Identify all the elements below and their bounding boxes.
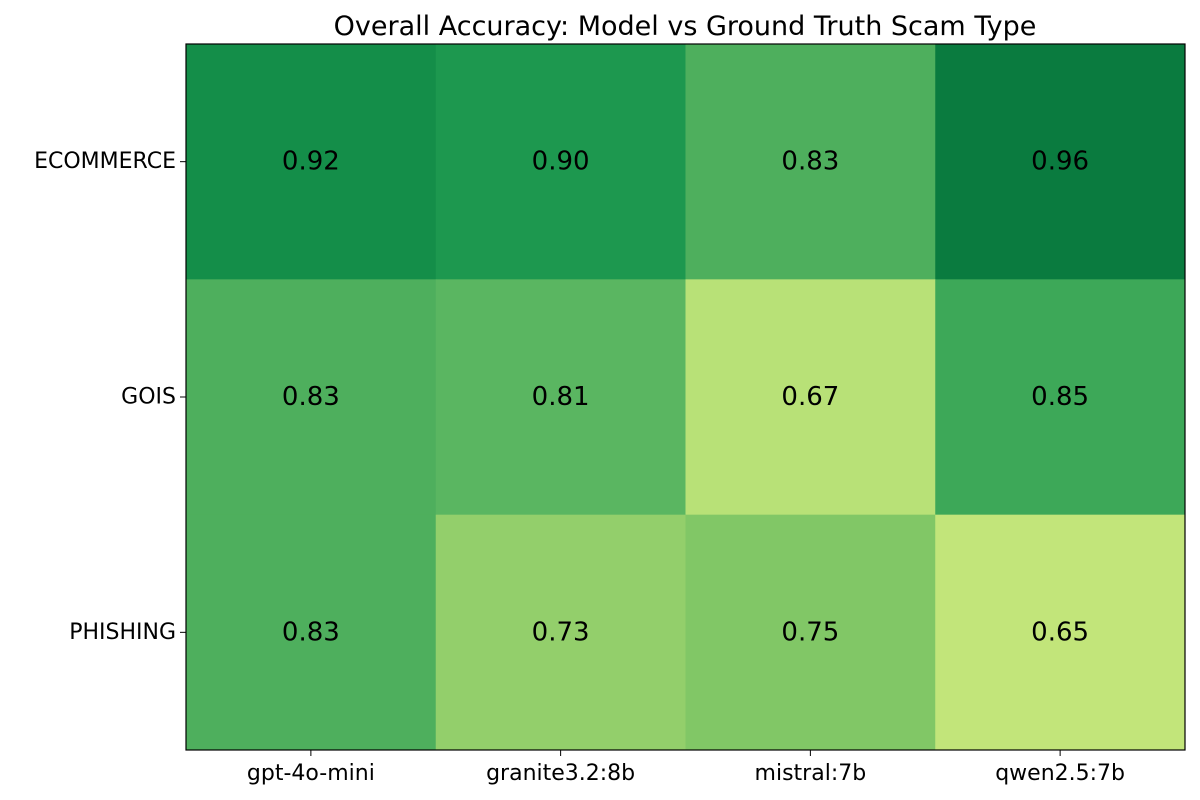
heatmap-cell — [685, 514, 936, 751]
heatmap-cell — [935, 279, 1186, 516]
heatmap-cell — [186, 514, 437, 751]
x-tick-label: granite3.2:8b — [486, 761, 635, 786]
cell-value-label: 0.90 — [532, 147, 590, 177]
heatmap-cell — [435, 514, 686, 751]
heatmap-cell — [685, 44, 936, 280]
chart-title: Overall Accuracy: Model vs Ground Truth … — [334, 11, 1037, 42]
heatmap-cell — [435, 44, 686, 280]
x-axis: gpt-4o-mini granite3.2:8b mistral:7b qwen2.… — [247, 750, 1125, 786]
heatmap-cell — [435, 279, 686, 516]
heatmap-value-labels: 0.92 0.90 0.83 0.96 0.83 0.81 0.67 0.85 0.83 0.73… — [282, 147, 1089, 648]
cell-value-label: 0.83 — [781, 147, 839, 177]
cell-value-label: 0.65 — [1031, 617, 1089, 647]
cell-value-label: 0.83 — [282, 617, 340, 647]
x-tick-label: gpt-4o-mini — [247, 761, 375, 786]
x-tick-label: qwen2.5:7b — [995, 761, 1125, 786]
heatmap-cell — [186, 44, 437, 280]
cell-value-label: 0.73 — [532, 617, 590, 647]
y-tick-label: PHISHING — [69, 620, 176, 645]
heatmap-cells — [186, 44, 1186, 751]
cell-value-label: 0.81 — [532, 382, 590, 412]
x-tick-label: mistral:7b — [755, 761, 867, 786]
cell-value-label: 0.85 — [1031, 382, 1089, 412]
cell-value-label: 0.83 — [282, 382, 340, 412]
heatmap-cell — [935, 44, 1186, 280]
cell-value-label: 0.75 — [781, 617, 839, 647]
y-tick-label: GOIS — [121, 385, 176, 410]
y-tick-label: ECOMMERCE — [34, 149, 176, 174]
heatmap-cell — [935, 514, 1186, 751]
heatmap-cell — [186, 279, 437, 516]
cell-value-label: 0.67 — [781, 382, 839, 412]
cell-value-label: 0.92 — [282, 147, 340, 177]
y-axis: ECOMMERCE GOIS PHISHING — [34, 149, 186, 645]
heatmap-cell — [685, 279, 936, 516]
cell-value-label: 0.96 — [1031, 147, 1089, 177]
